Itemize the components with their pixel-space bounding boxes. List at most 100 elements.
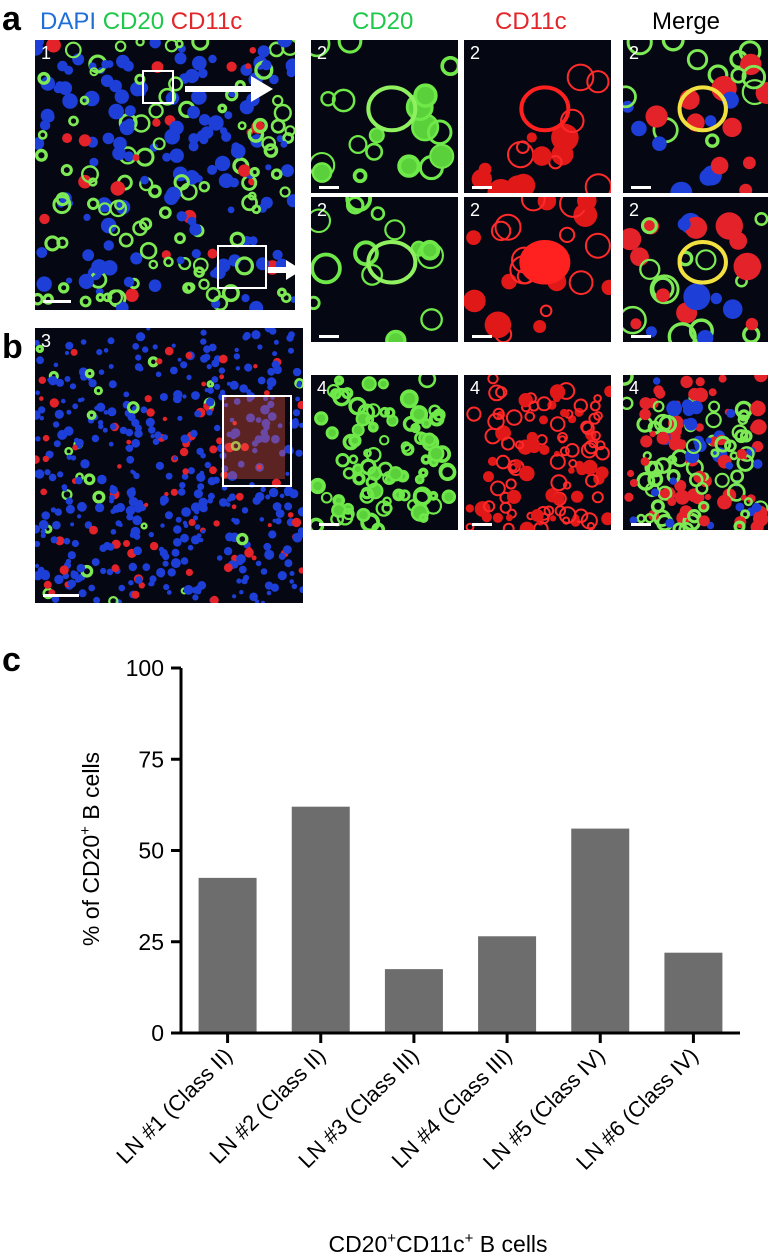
cell-mark [710,292,722,305]
cell-mark [198,68,208,79]
cell-mark [38,376,46,384]
cell-mark [50,536,58,544]
cell-mark [515,440,525,450]
cell-mark [100,567,107,575]
cell-mark [66,409,72,415]
cell-mark [239,384,248,393]
cell-mark [162,434,168,441]
y-tick-label: 50 [138,838,164,864]
cell-mark [207,387,214,394]
focus-cell [677,239,728,285]
cell-mark [102,427,108,433]
cell-mark [69,383,77,390]
cell-mark [736,448,747,460]
cell-mark [109,485,118,495]
cell-mark [126,401,140,414]
scale-bar [43,594,79,597]
cell-mark [166,186,181,202]
cell-mark [219,374,225,380]
cell-mark [128,497,139,507]
cell-mark [730,469,745,484]
cell-mark [171,343,176,348]
cell-mark [181,473,189,480]
cell-mark [685,438,702,455]
cell-mark [203,345,211,353]
cell-mark [640,457,650,466]
cell-mark [286,67,295,78]
cell-mark [241,294,250,303]
cell-mark [438,463,457,482]
bar [384,969,443,1032]
cell-mark [108,595,119,603]
cell-mark [134,429,143,438]
cell-mark [148,580,155,587]
cell-mark [36,356,44,365]
cell-mark [539,415,548,425]
cell-mark [235,366,241,371]
cell-mark [199,135,209,145]
cell-mark [212,266,226,280]
cell-mark [311,477,326,495]
cell-mark [419,239,441,261]
cell-mark [132,515,143,526]
micrograph-number: 2 [470,200,481,220]
cell-mark [129,487,136,493]
cell-mark [656,431,670,445]
cell-mark [645,326,657,338]
cell-mark [629,516,638,525]
cell-mark [164,491,169,497]
cell-mark [65,504,75,514]
cell-mark [109,199,128,218]
cell-mark [218,173,234,189]
cell-mark [109,494,115,501]
cell-mark [108,380,117,389]
cell-mark [677,217,691,231]
cell-mark [200,338,207,345]
cell-mark [665,518,675,528]
bar [291,806,350,1032]
cell-mark [639,397,652,410]
scale-bar [472,335,492,338]
cell-mark [379,406,391,418]
cell-mark [722,117,742,138]
cell-mark [88,379,97,388]
cell-mark [39,416,44,421]
cell-mark [281,164,294,177]
cell-mark [751,419,767,435]
cell-mark [253,364,258,369]
cell-mark [66,277,73,284]
cell-mark [180,434,190,444]
cell-mark [342,507,355,521]
cell-mark [140,175,149,185]
cell-mark [95,503,105,513]
cell-mark [97,419,104,426]
cell-mark [495,386,508,399]
cell-mark [365,415,375,425]
cell-mark [640,435,653,448]
cell-mark [204,461,211,469]
cell-mark [273,339,279,345]
micrograph-overview-b-cells [35,328,303,603]
focus-cell [677,85,728,133]
cell-mark [72,444,79,451]
cell-mark [710,448,720,458]
cell-mark [251,330,261,340]
cell-mark [269,74,279,85]
cell-mark [149,40,161,49]
cell-mark [62,133,73,144]
cell-mark [80,459,90,469]
cell-mark [230,143,246,159]
cell-mark [513,459,522,469]
cell-mark [488,384,505,402]
cell-mark [216,437,224,445]
cell-mark [385,329,407,342]
cell-mark [568,459,578,468]
cell-mark [536,396,552,412]
cell-mark [267,384,273,391]
cell-mark [277,40,293,48]
cell-mark [697,330,714,342]
cell-mark [173,525,182,534]
cell-mark [601,512,611,526]
cell-mark [487,412,505,431]
cell-mark [586,70,610,94]
